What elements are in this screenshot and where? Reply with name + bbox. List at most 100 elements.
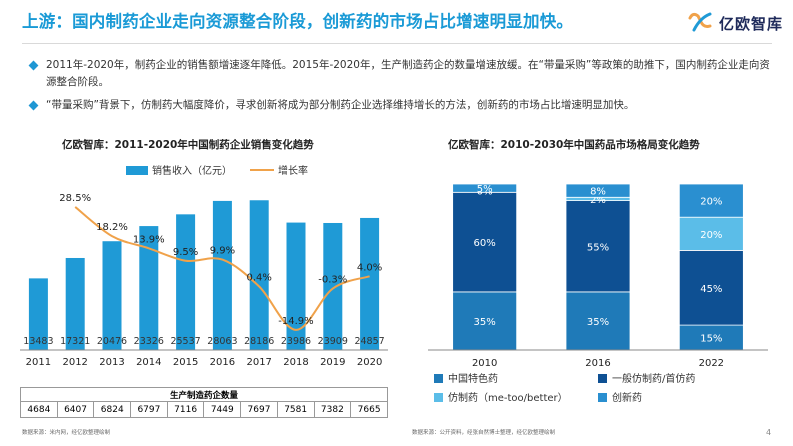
stack-segment	[565, 200, 631, 293]
segment-label: 8%	[590, 187, 606, 198]
stack-segment	[565, 183, 631, 198]
segment-label: 55%	[587, 242, 609, 253]
x-tick-label: 2010	[472, 358, 497, 369]
growth-label: 4.0%	[357, 262, 382, 273]
sales-bar	[286, 222, 306, 350]
company-count-cell: 7382	[313, 401, 352, 418]
legend-swatch	[598, 393, 607, 402]
logo-icon	[688, 12, 712, 32]
sales-bar	[28, 278, 48, 350]
sales-bar	[212, 200, 232, 350]
x-tick-label: 2011	[26, 357, 51, 368]
sales-bar	[360, 217, 380, 350]
title-divider	[22, 43, 772, 44]
sales-bar	[249, 200, 269, 350]
bullet-item: “带量采购”背景下，仿制药大幅度降价，寻求创新将成为部分制药企业选择维持增长的方…	[28, 97, 774, 114]
x-tick-label: 2014	[136, 357, 161, 368]
segment-label: 5%	[477, 184, 493, 195]
segment-label: 60%	[474, 238, 496, 249]
segment-label: 20%	[700, 197, 722, 208]
company-count-cell: 7665	[350, 401, 388, 418]
right-source: 数据来源：公开资料，经张自然博士整理，经亿欧整理绘制	[412, 430, 556, 436]
company-table-title: 生产制造药企数量	[20, 387, 388, 402]
sales-value-label: 23326	[134, 336, 164, 347]
sales-value-label: 13483	[23, 336, 53, 347]
legend-swatch	[434, 374, 443, 383]
company-count-cell: 7581	[276, 401, 315, 418]
bullet-text: “带量采购”背景下，仿制药大幅度降价，寻求创新将成为部分制药企业选择维持增长的方…	[46, 99, 635, 111]
stack-segment	[678, 183, 744, 218]
sales-value-label: 25537	[170, 336, 200, 347]
company-count-cell: 6407	[56, 401, 95, 418]
sales-value-label: 20476	[97, 336, 127, 347]
stack-segment	[452, 191, 518, 293]
growth-line	[74, 206, 370, 331]
x-tick-label: 2022	[699, 358, 724, 369]
segment-label: 35%	[587, 317, 609, 328]
company-count-cell: 4684	[20, 401, 58, 418]
growth-label: 28.5%	[59, 193, 91, 204]
stack-segment	[452, 183, 518, 193]
sales-value-label: 28186	[244, 336, 274, 347]
legend-label: 仿制药（me-too/better）	[448, 391, 568, 404]
stack-segment	[678, 216, 744, 251]
growth-label: 18.2%	[96, 222, 128, 233]
left-legend: 销售收入（亿元） 增长率	[126, 164, 308, 177]
legend-swatch	[598, 374, 607, 383]
sales-bar	[323, 222, 343, 350]
segment-label: 45%	[700, 284, 722, 295]
company-count-cell: 7116	[166, 401, 205, 418]
growth-label: 9.9%	[210, 246, 235, 257]
x-tick-label: 2019	[320, 357, 345, 368]
legend-label: 创新药	[612, 391, 642, 404]
legend-swatch-sales	[126, 166, 148, 175]
left-source: 数据来源：米内网，经亿欧整理绘制	[22, 430, 111, 436]
legend-swatch	[434, 393, 443, 402]
page-number: 4	[766, 428, 772, 437]
bullet-list: 2011年-2020年，制药企业的销售额增速逐年降低。2015年-2020年，生…	[28, 57, 774, 120]
x-tick-label: 2018	[283, 357, 308, 368]
legend-label-growth: 增长率	[278, 164, 308, 177]
company-count-cell: 6824	[93, 401, 132, 418]
sales-bar	[65, 257, 85, 350]
logo: 亿欧智库	[686, 8, 786, 38]
diamond-bullet-icon	[28, 60, 39, 71]
page-title: 上游：国内制药企业走向资源整合阶段，创新药的市场占比增速明显加快。	[22, 12, 574, 31]
stack-segment	[678, 250, 744, 326]
legend-label-sales: 销售收入（亿元）	[152, 164, 232, 177]
growth-label: 9.5%	[173, 247, 198, 258]
x-tick-label: 2012	[62, 357, 87, 368]
sales-trend-chart: 销售收入（亿元） 增长率 28.5% 18.2% 13.9% 9.5% 9.9% 0.4% -1…	[20, 164, 388, 368]
x-tick-label: 2016	[210, 357, 235, 368]
sales-bar	[176, 214, 196, 350]
sales-value-label: 23909	[318, 336, 348, 347]
segment-label: 15%	[700, 334, 722, 345]
growth-label: 13.9%	[133, 234, 165, 245]
sales-bar	[102, 241, 122, 350]
growth-label: -0.3%	[318, 275, 347, 286]
sales-bar	[139, 226, 159, 350]
legend-label: 一般仿制药/首仿药	[612, 372, 695, 385]
growth-label: -14.9%	[278, 316, 313, 327]
sales-value-label: 24857	[354, 336, 384, 347]
company-count-cell: 7449	[203, 401, 242, 418]
segment-label: 20%	[700, 230, 722, 241]
growth-label: 0.4%	[246, 273, 271, 284]
company-count-table: 生产制造药企数量 4684 6407 6824 6797 7116 7449 7697 758…	[20, 387, 388, 418]
company-count-cell: 7697	[240, 401, 278, 418]
right-chart-title: 亿欧智库：2010-2030年中国药品市场格局变化趋势	[448, 139, 700, 151]
logo-text: 亿欧智库	[719, 15, 784, 33]
x-tick-label: 2020	[357, 357, 382, 368]
x-tick-label: 2015	[173, 357, 198, 368]
market-structure-chart: 35%60%0%5%201035%55%2%8%201615%45%20%20%…	[428, 183, 768, 404]
bullet-text: 2011年-2020年，制药企业的销售额增速逐年降低。2015年-2020年，生…	[46, 59, 770, 88]
sales-value-label: 17321	[60, 336, 90, 347]
x-tick-label: 2017	[246, 357, 271, 368]
x-tick-label: 2016	[585, 358, 610, 369]
sales-value-label: 28063	[207, 336, 237, 347]
company-count-cell: 6797	[130, 401, 168, 418]
x-tick-label: 2013	[99, 357, 124, 368]
sales-value-label: 23986	[281, 336, 311, 347]
left-chart-title: 亿欧智库：2011-2020年中国制药企业销售变化趋势	[62, 139, 314, 151]
diamond-bullet-icon	[28, 100, 39, 111]
